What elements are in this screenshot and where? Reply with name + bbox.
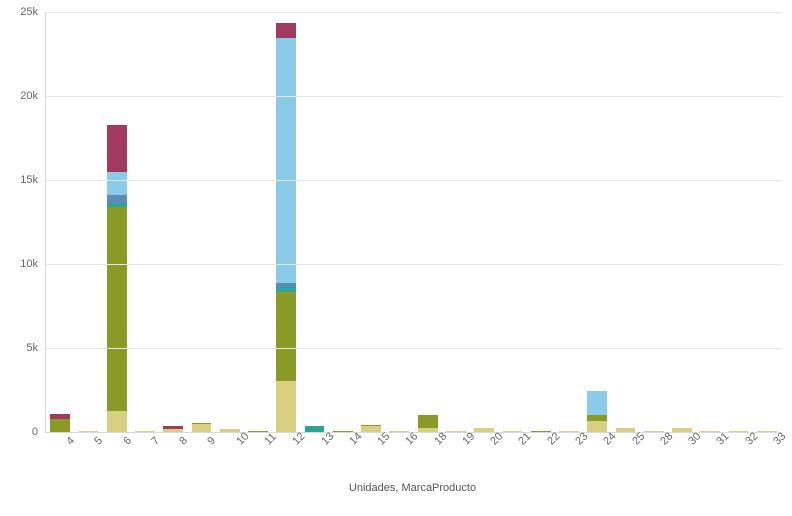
y-tick-label: 10k — [20, 258, 46, 270]
bar-segment — [107, 195, 127, 203]
grid-line — [46, 264, 781, 265]
x-tick-label: 33 — [764, 423, 788, 447]
y-tick-label: 5k — [26, 342, 46, 354]
bars-layer — [46, 12, 781, 432]
grid-line — [46, 12, 781, 13]
y-tick-label: 20k — [20, 90, 46, 102]
plot-area: 05k10k15k20k25k4567891011121314151618192… — [45, 12, 781, 433]
bar-segment — [276, 292, 296, 381]
bar-segment — [107, 125, 127, 173]
chart-container: 05k10k15k20k25k4567891011121314151618192… — [0, 0, 792, 516]
bar — [276, 23, 296, 432]
y-tick-label: 25k — [20, 6, 46, 18]
bar-segment — [276, 23, 296, 38]
y-tick-label: 15k — [20, 174, 46, 186]
bar-segment — [276, 38, 296, 283]
bar-segment — [587, 391, 607, 415]
bar-segment — [107, 207, 127, 411]
grid-line — [46, 180, 781, 181]
x-axis-title: Unidades, MarcaProducto — [349, 482, 476, 494]
grid-line — [46, 348, 781, 349]
bar — [107, 125, 127, 432]
grid-line — [46, 96, 781, 97]
bar-segment — [107, 172, 127, 195]
y-tick-label: 0 — [32, 426, 46, 438]
